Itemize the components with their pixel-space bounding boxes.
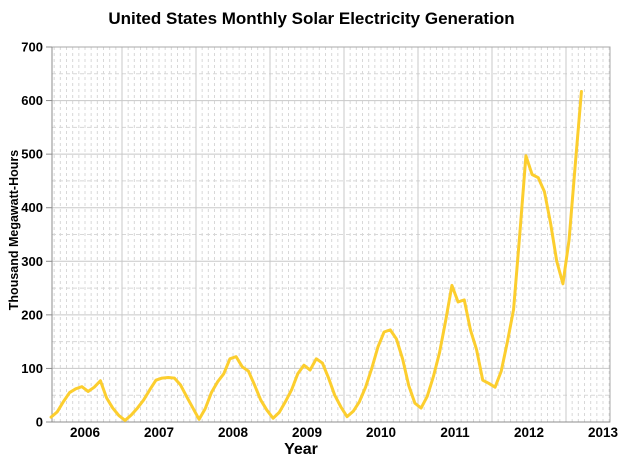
x-tick-label: 2008: [218, 425, 249, 440]
x-axis-title: Year: [284, 441, 318, 458]
x-tick-label: 2013: [588, 425, 619, 440]
y-tick-label: 0: [36, 415, 43, 430]
plot-frame: [51, 46, 611, 423]
chart-title: United States Monthly Solar Electricity …: [108, 9, 515, 28]
y-tick-label: 500: [21, 147, 43, 162]
x-tick-label: 2010: [366, 425, 396, 440]
y-tick-label: 200: [21, 307, 43, 322]
x-tick-label: 2007: [144, 425, 174, 440]
y-tick-label: 100: [21, 361, 43, 376]
y-tick-label: 400: [21, 200, 43, 215]
y-tick-label: 600: [21, 93, 43, 108]
y-axis-title: Thousand Megawatt-Hours: [7, 149, 21, 311]
solar-generation-line: [49, 89, 583, 422]
y-tick-label: 300: [21, 254, 43, 269]
x-tick-label: 2009: [292, 425, 322, 440]
x-tick-label: 2011: [440, 425, 470, 440]
y-tick-label: 700: [21, 40, 43, 55]
x-tick-label: 2012: [514, 425, 544, 440]
x-tick-label: 2006: [70, 425, 101, 440]
